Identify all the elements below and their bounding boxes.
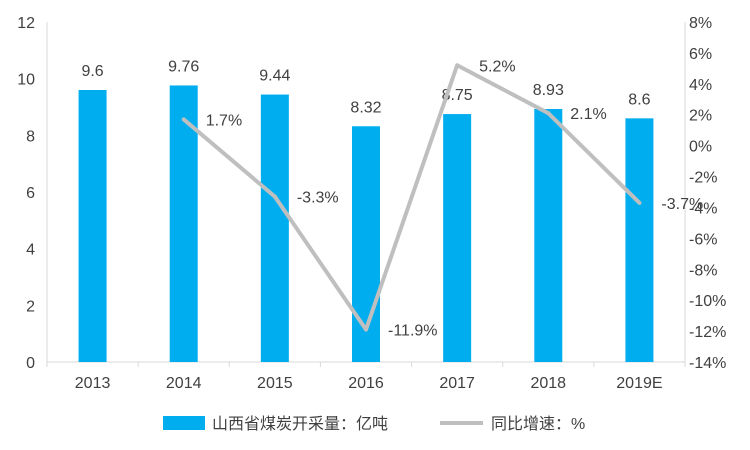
growth-value-label: 5.2% xyxy=(479,58,515,75)
x-tick-label: 2018 xyxy=(530,375,566,392)
x-tick-label: 2016 xyxy=(348,375,384,392)
y-right-tick-label: -8% xyxy=(689,262,717,279)
x-tick-label: 2015 xyxy=(257,375,293,392)
y-left-tick-label: 4 xyxy=(26,242,35,259)
legend-label-line: 同比增速：% xyxy=(491,415,585,433)
growth-point xyxy=(455,63,460,68)
bar-value-label: 8.6 xyxy=(628,91,650,108)
growth-line xyxy=(182,63,641,332)
x-tick-label: 2013 xyxy=(75,375,111,392)
y-right-tick-label: 0% xyxy=(689,139,712,156)
bar xyxy=(352,126,380,363)
bar xyxy=(260,94,289,363)
y-right-tick-label: -2% xyxy=(689,170,717,187)
legend-swatch-bar xyxy=(163,416,205,430)
bar xyxy=(534,108,563,362)
y-right-tick-label: -14% xyxy=(689,355,726,372)
y-left-tick-label: 10 xyxy=(17,72,35,89)
y-right-tick-label: 4% xyxy=(689,77,712,94)
growth-value-label: -3.7% xyxy=(661,196,703,213)
growth-point xyxy=(272,194,277,199)
y-right-tick-label: -6% xyxy=(689,231,717,248)
bar xyxy=(78,90,107,362)
y-right-tick-label: 8% xyxy=(689,15,712,32)
bar xyxy=(169,85,198,362)
y-right-tick-label: -4% xyxy=(689,200,717,217)
x-tick-label: 2019E xyxy=(616,375,662,392)
bar xyxy=(625,118,654,362)
growth-value-label: -11.9% xyxy=(388,323,438,340)
growth-point xyxy=(637,200,642,205)
bar-value-label: 9.6 xyxy=(81,63,103,80)
bar-value-label: 8.93 xyxy=(533,82,564,99)
y-left-tick-label: 6 xyxy=(26,185,35,202)
y-left-tick-label: 12 xyxy=(17,15,35,32)
growth-point xyxy=(364,327,368,332)
bar xyxy=(443,114,472,362)
growth-point xyxy=(181,117,186,122)
bar-value-label: 8.32 xyxy=(350,99,381,116)
growth-point xyxy=(546,111,551,116)
x-tick-label: 2017 xyxy=(439,375,475,392)
growth-value-label: -3.3% xyxy=(297,190,339,207)
y-right-tick-label: 2% xyxy=(689,108,712,125)
growth-value-label: 2.1% xyxy=(570,106,606,123)
y-right-tick-label: -10% xyxy=(689,293,726,310)
y-right-tick-label: -12% xyxy=(689,324,726,341)
y-left-tick-label: 2 xyxy=(26,298,35,315)
y-left-tick-label: 0 xyxy=(26,355,35,372)
bar-value-label: 9.76 xyxy=(168,58,199,75)
growth-value-label: 1.7% xyxy=(206,112,242,129)
x-tick-label: 2014 xyxy=(166,375,202,392)
y-right-tick-label: 6% xyxy=(689,46,712,63)
bar-value-label: 9.44 xyxy=(259,68,290,85)
y-left-tick-label: 8 xyxy=(26,128,35,145)
legend-label-bar: 山西省煤炭开采量：亿吨 xyxy=(212,415,388,433)
